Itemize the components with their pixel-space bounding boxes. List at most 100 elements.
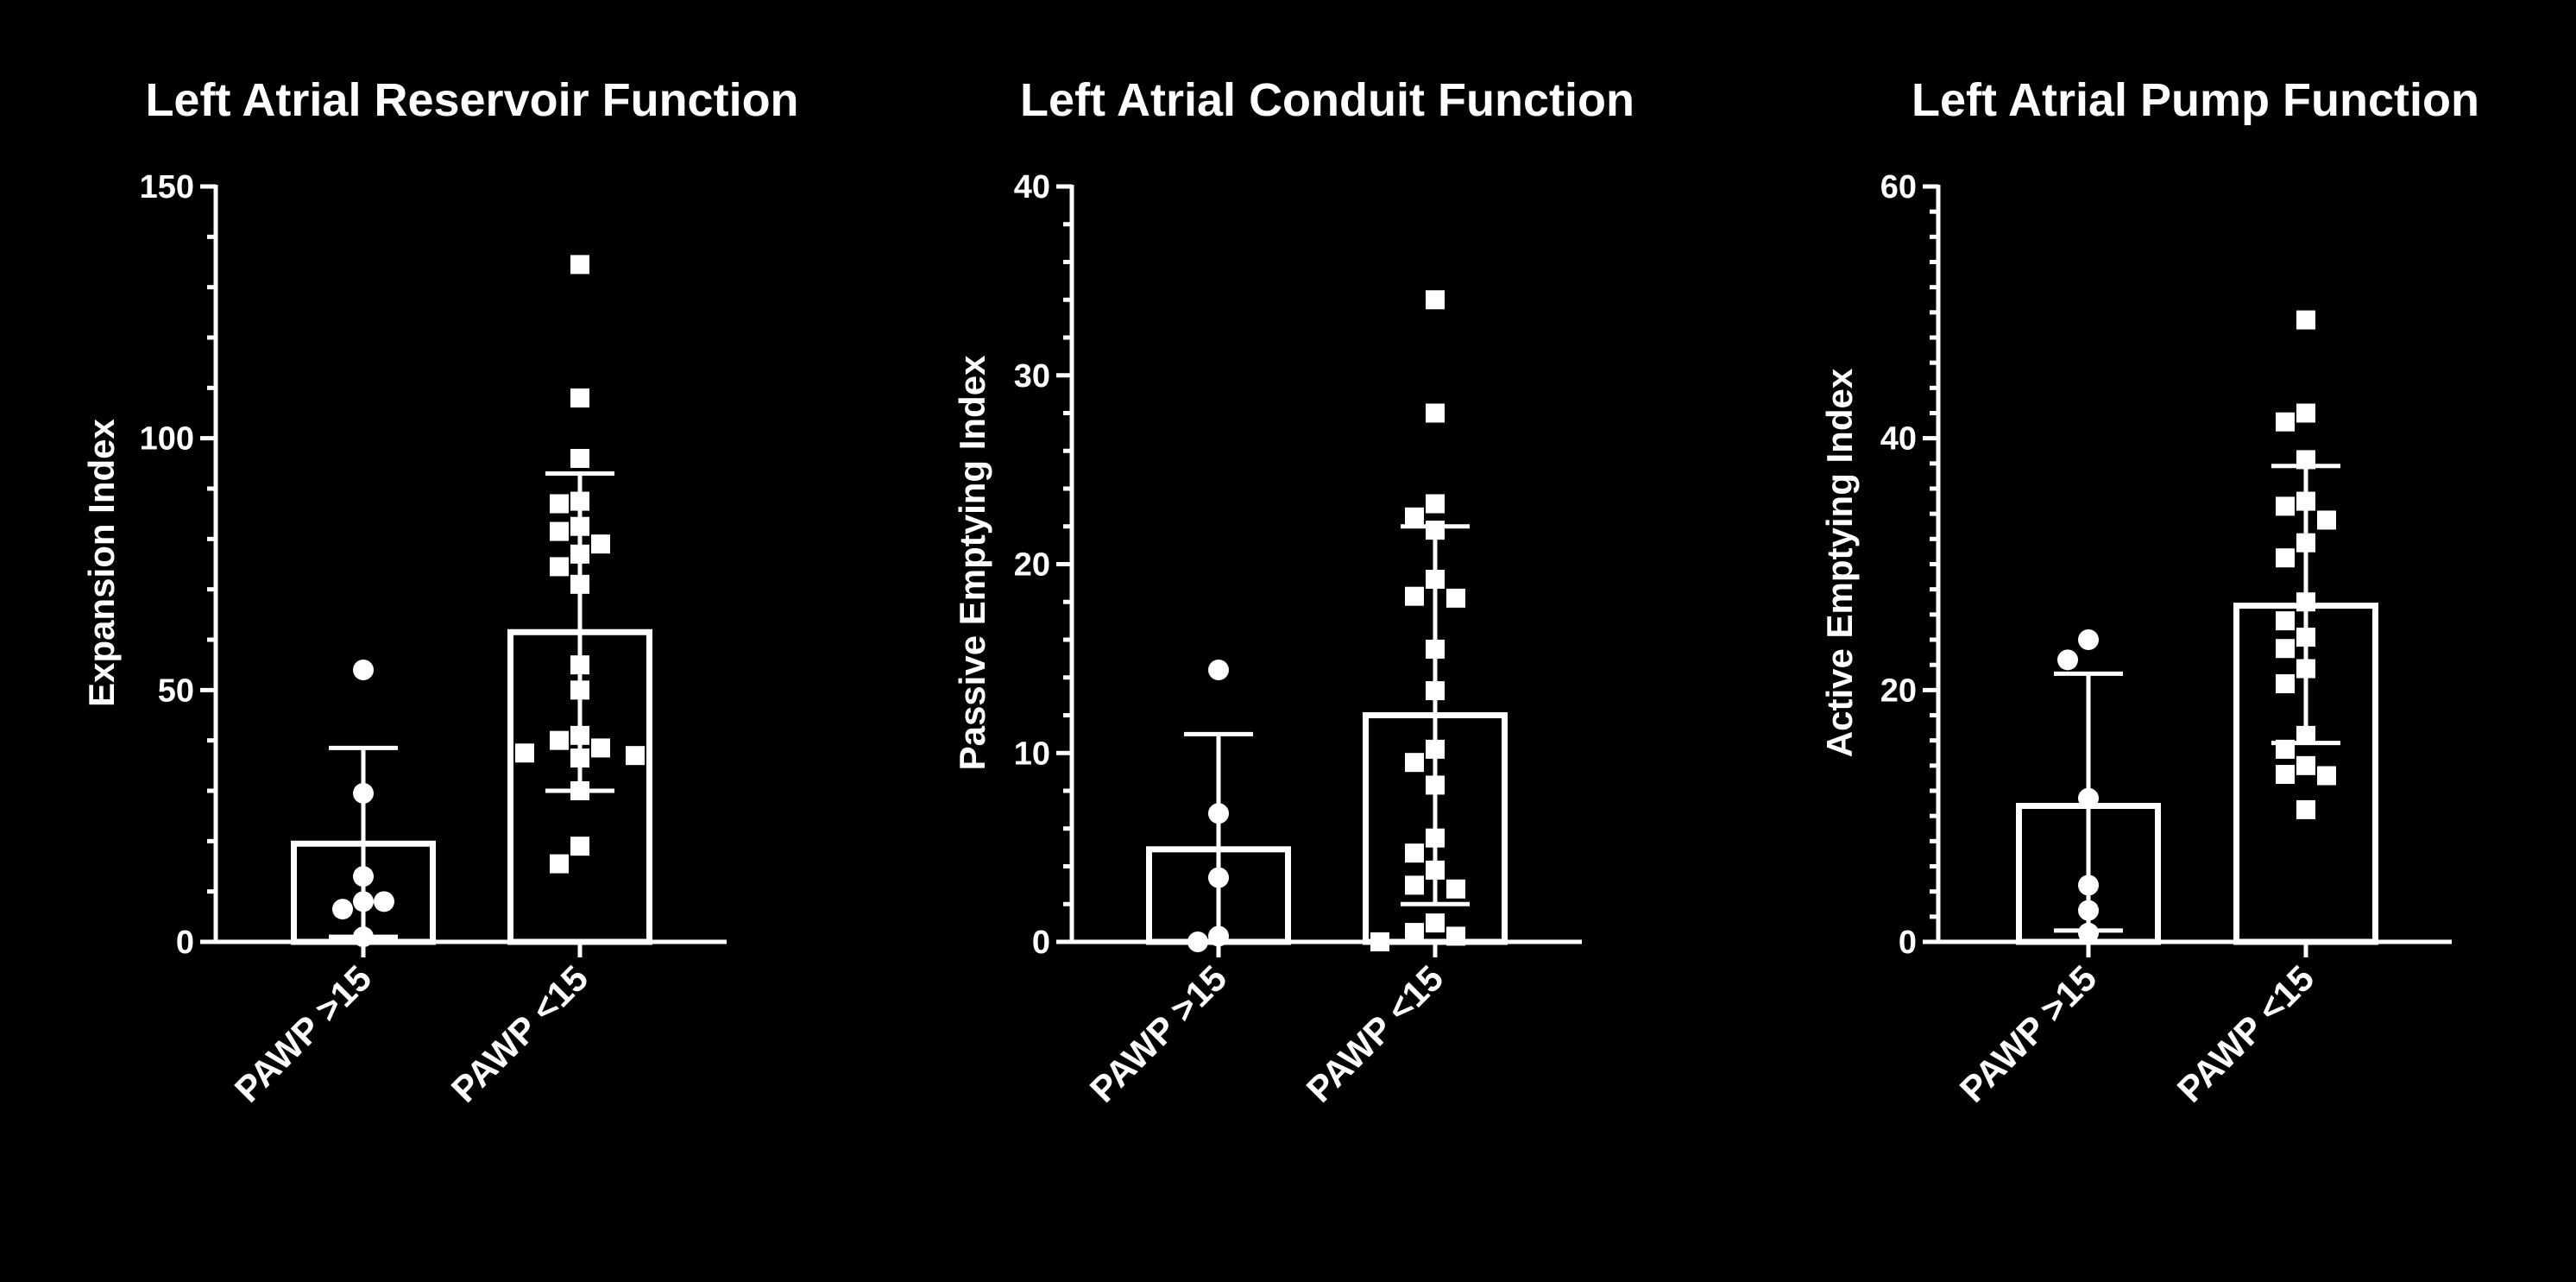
data-point-square (2296, 628, 2315, 647)
data-point-square (550, 521, 569, 541)
data-point-square (570, 255, 589, 275)
data-point-square (1405, 753, 1424, 773)
chart-title: Left Atrial Conduit Function (1020, 74, 1634, 126)
y-tick-label: 40 (1880, 421, 1917, 458)
data-point-square (1426, 494, 1445, 514)
y-tick-label: 40 (1014, 169, 1050, 205)
data-point-square (570, 748, 589, 768)
data-point-square (2276, 496, 2295, 516)
data-point-square (2276, 739, 2295, 759)
data-point-square (626, 746, 645, 766)
data-point-circle (2078, 875, 2099, 896)
chart-title: Left Atrial Reservoir Function (145, 74, 798, 126)
data-point-square (1426, 521, 1445, 540)
data-point-circle (353, 782, 374, 804)
x-category-label: PAWP <15 (2170, 957, 2322, 1110)
x-category-label: PAWP >15 (1082, 957, 1235, 1110)
x-category-label: PAWP >15 (1952, 957, 2105, 1110)
data-point-square (1405, 923, 1424, 943)
data-point-square (1426, 913, 1445, 933)
data-point-circle (332, 899, 353, 920)
data-point-circle (2078, 629, 2099, 650)
data-point-circle (2078, 922, 2099, 944)
data-point-circle (353, 660, 374, 680)
panel-pump: Left Atrial Pump Function Active Emptyin… (1819, 74, 2479, 1110)
data-point-square (1405, 586, 1424, 606)
data-point-square (550, 557, 569, 577)
data-point-circle (1208, 803, 1229, 824)
data-point-square (1426, 639, 1445, 659)
y-tick-label: 0 (1899, 925, 1917, 961)
data-point-square (570, 491, 589, 511)
data-point-square (570, 449, 589, 468)
data-point-square (1370, 932, 1389, 951)
y-axis-label: Passive Emptying Index (952, 355, 992, 770)
y-tick-label: 0 (176, 925, 194, 961)
data-point-square (1426, 570, 1445, 589)
y-tick-label: 150 (140, 169, 194, 205)
data-point-square (2276, 639, 2295, 659)
data-point-square (570, 781, 589, 800)
x-category-label: PAWP >15 (227, 957, 380, 1110)
data-point-square (570, 680, 589, 700)
data-point-circle (353, 866, 374, 887)
data-point-square (2296, 533, 2315, 553)
data-point-square (1405, 875, 1424, 895)
data-point-square (570, 574, 589, 594)
y-tick-label: 30 (1014, 358, 1050, 395)
data-point-square (1446, 588, 1465, 608)
data-point-square (1405, 507, 1424, 527)
data-point-square (1426, 860, 1445, 880)
data-point-square (2276, 412, 2295, 432)
data-point-square (1405, 843, 1424, 863)
x-category-label: PAWP <15 (444, 957, 596, 1110)
data-point-square (2276, 548, 2295, 568)
data-point-square (2296, 755, 2315, 775)
data-point-square (1426, 739, 1445, 759)
y-axis-label: Expansion Index (81, 418, 122, 706)
data-point-square (2317, 510, 2336, 530)
data-point-square (2296, 659, 2315, 679)
data-point-square (2296, 725, 2315, 745)
y-tick-label: 10 (1014, 736, 1050, 772)
data-point-square (550, 854, 569, 874)
data-point-square (2296, 450, 2315, 470)
data-point-circle (374, 891, 394, 913)
data-point-square (2296, 799, 2315, 819)
data-point-square (570, 725, 589, 745)
chart-title: Left Atrial Pump Function (1912, 74, 2479, 126)
data-point-square (1426, 290, 1445, 310)
data-point-square (1426, 775, 1445, 795)
data-point-circle (1208, 867, 1229, 888)
y-tick-label: 100 (140, 421, 194, 458)
y-tick-label: 20 (1014, 547, 1050, 584)
panel-reservoir: Left Atrial Reservoir Function Expansion… (81, 74, 799, 1110)
data-point-square (1426, 828, 1445, 848)
data-point-square (591, 534, 610, 554)
data-point-square (2296, 592, 2315, 612)
data-point-square (550, 730, 569, 750)
data-point-circle (1208, 660, 1229, 680)
data-point-square (2296, 491, 2315, 511)
data-point-square (2276, 674, 2295, 694)
data-point-circle (353, 891, 374, 913)
data-point-circle (353, 926, 374, 948)
data-point-square (591, 738, 610, 758)
data-point-circle (2078, 787, 2099, 809)
data-point-square (2317, 766, 2336, 786)
x-category-label: PAWP <15 (1299, 957, 1452, 1110)
y-tick-label: 0 (1032, 925, 1050, 961)
data-point-square (2296, 403, 2315, 423)
y-tick-label: 60 (1880, 169, 1917, 205)
data-point-square (2276, 611, 2295, 631)
data-point-square (1426, 681, 1445, 701)
data-point-square (570, 388, 589, 407)
data-point-circle (1187, 932, 1208, 952)
data-point-square (2296, 310, 2315, 330)
data-point-square (570, 837, 589, 856)
y-tick-label: 20 (1880, 673, 1917, 709)
data-point-square (1426, 403, 1445, 423)
data-point-square (1446, 926, 1465, 946)
